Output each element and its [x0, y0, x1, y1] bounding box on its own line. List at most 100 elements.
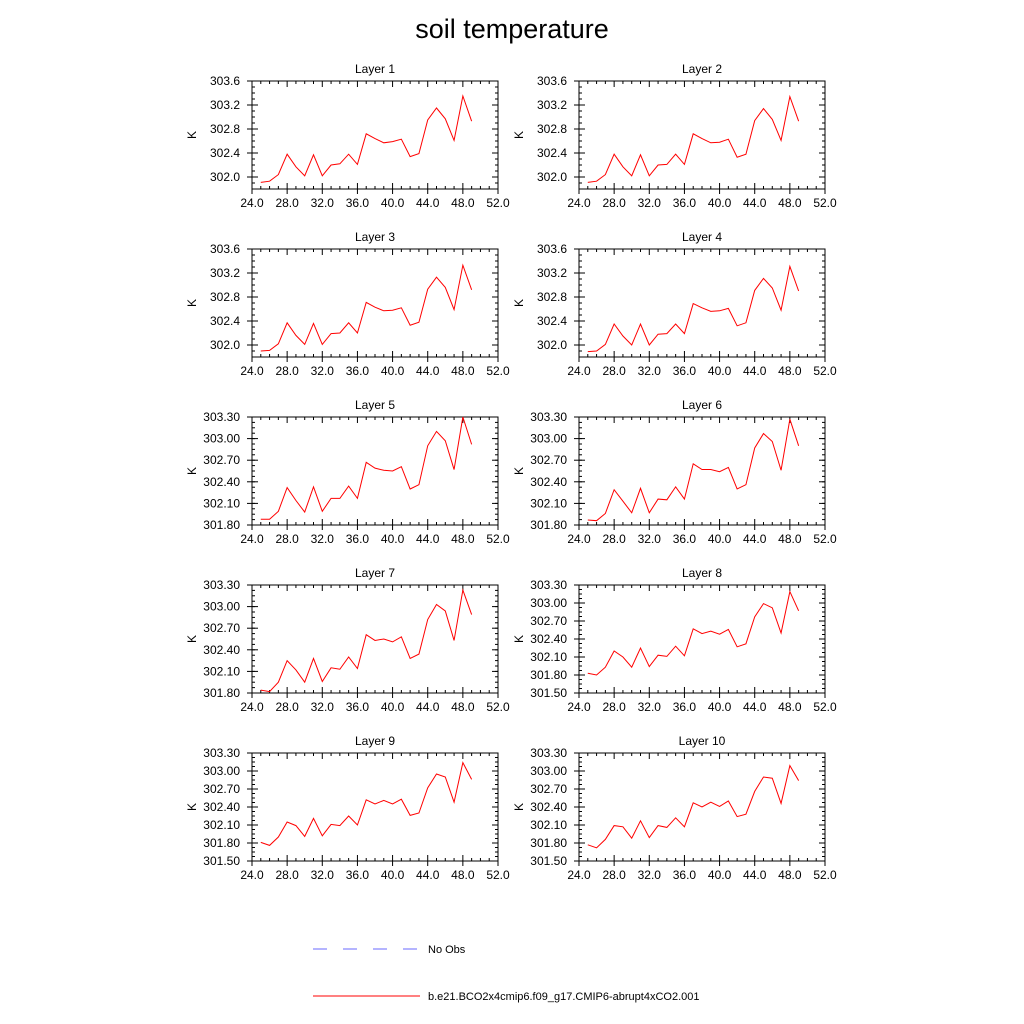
- x-tick-label: 36.0: [346, 196, 370, 210]
- y-tick-label: 302.40: [203, 643, 240, 657]
- x-tick-label: 40.0: [381, 700, 405, 714]
- x-tick-label: 44.0: [743, 700, 767, 714]
- y-tick-label: 302.70: [530, 782, 567, 796]
- x-tick-label: 24.0: [240, 196, 264, 210]
- x-tick-label: 40.0: [708, 532, 732, 546]
- x-tick-label: 48.0: [778, 364, 802, 378]
- x-tick-label: 36.0: [673, 532, 697, 546]
- x-tick-label: 48.0: [451, 868, 475, 882]
- panel-title: Layer 7: [355, 566, 395, 580]
- x-tick-label: 52.0: [486, 364, 510, 378]
- y-tick-label: 302.10: [203, 664, 240, 678]
- x-tick-label: 44.0: [416, 364, 440, 378]
- x-tick-label: 28.0: [275, 196, 299, 210]
- y-tick-label: 302.70: [203, 453, 240, 467]
- x-tick-label: 48.0: [778, 700, 802, 714]
- x-tick-label: 24.0: [240, 868, 264, 882]
- x-tick-label: 28.0: [275, 364, 299, 378]
- y-tick-label: 302.10: [203, 496, 240, 510]
- y-axis-label: K: [512, 299, 526, 307]
- x-tick-label: 36.0: [346, 868, 370, 882]
- y-axis-label: K: [512, 467, 526, 475]
- plot-frame: [251, 80, 499, 190]
- x-tick-label: 44.0: [743, 196, 767, 210]
- y-tick-label: 302.70: [203, 782, 240, 796]
- x-tick-label: 32.0: [311, 196, 335, 210]
- x-tick-label: 32.0: [638, 868, 662, 882]
- plot-frame: [578, 248, 826, 358]
- y-tick-label: 303.30: [530, 410, 567, 424]
- y-tick-label: 303.6: [210, 74, 240, 88]
- x-tick-label: 40.0: [381, 364, 405, 378]
- y-tick-label: 301.80: [203, 686, 240, 700]
- x-tick-label: 52.0: [486, 196, 510, 210]
- y-tick-label: 303.00: [203, 432, 240, 446]
- x-tick-label: 40.0: [708, 868, 732, 882]
- x-tick-label: 24.0: [240, 364, 264, 378]
- x-tick-label: 36.0: [673, 700, 697, 714]
- x-tick-label: 48.0: [778, 532, 802, 546]
- series-line: [587, 94, 800, 183]
- panel-title: Layer 2: [682, 62, 722, 76]
- panel-layer-8: 24.0 28.0 32.0 36.0 40.0 44.0 48.0 52.0 301.50 30…: [512, 566, 837, 714]
- x-tick-label: 52.0: [813, 532, 837, 546]
- x-tick-label: 36.0: [346, 700, 370, 714]
- y-tick-label: 303.30: [203, 410, 240, 424]
- plot-frame: [251, 248, 499, 358]
- x-tick-label: 48.0: [451, 196, 475, 210]
- y-tick-label: 303.00: [530, 596, 567, 610]
- panel-title: Layer 8: [682, 566, 722, 580]
- y-axis-label: K: [185, 803, 199, 811]
- x-tick-label: 36.0: [673, 868, 697, 882]
- series-line: [260, 588, 473, 693]
- panel-title: Layer 10: [679, 734, 726, 748]
- x-tick-label: 52.0: [486, 868, 510, 882]
- y-tick-label: 301.50: [530, 854, 567, 868]
- x-tick-label: 44.0: [416, 868, 440, 882]
- y-tick-label: 302.0: [537, 338, 567, 352]
- x-tick-label: 24.0: [567, 868, 591, 882]
- x-tick-label: 52.0: [813, 196, 837, 210]
- y-tick-label: 302.10: [530, 496, 567, 510]
- y-tick-label: 302.0: [210, 170, 240, 184]
- x-tick-label: 44.0: [416, 700, 440, 714]
- y-tick-label: 303.2: [210, 98, 240, 112]
- x-tick-label: 40.0: [381, 868, 405, 882]
- series-line: [587, 764, 800, 849]
- x-tick-label: 28.0: [275, 868, 299, 882]
- panel-title: Layer 5: [355, 398, 395, 412]
- y-tick-label: 302.70: [203, 621, 240, 635]
- y-tick-label: 301.50: [530, 686, 567, 700]
- x-tick-label: 52.0: [813, 364, 837, 378]
- y-tick-label: 302.8: [537, 122, 567, 136]
- y-tick-label: 302.4: [537, 314, 567, 328]
- y-tick-label: 301.80: [203, 518, 240, 532]
- plot-frame: [578, 416, 826, 526]
- x-tick-label: 28.0: [602, 700, 626, 714]
- y-tick-label: 303.30: [203, 746, 240, 760]
- x-tick-label: 24.0: [240, 532, 264, 546]
- x-tick-label: 32.0: [638, 532, 662, 546]
- y-tick-label: 303.00: [203, 600, 240, 614]
- panel-title: Layer 1: [355, 62, 395, 76]
- x-tick-label: 28.0: [602, 364, 626, 378]
- y-tick-label: 302.70: [530, 453, 567, 467]
- panel-layer-4: 24.0 28.0 32.0 36.0 40.0 44.0 48.0 52.0 302.0 302…: [512, 230, 837, 378]
- x-tick-label: 28.0: [602, 868, 626, 882]
- y-tick-label: 303.00: [530, 432, 567, 446]
- x-tick-label: 40.0: [381, 196, 405, 210]
- y-tick-label: 303.30: [530, 746, 567, 760]
- x-tick-label: 24.0: [567, 700, 591, 714]
- panel-layer-6: 24.0 28.0 32.0 36.0 40.0 44.0 48.0 52.0 301.80 30…: [512, 398, 837, 546]
- series-line: [260, 94, 473, 183]
- plot-frame: [578, 80, 826, 190]
- x-tick-label: 36.0: [673, 196, 697, 210]
- y-tick-label: 302.4: [210, 146, 240, 160]
- panel-layer-5: 24.0 28.0 32.0 36.0 40.0 44.0 48.0 52.0 301.80 30…: [185, 398, 510, 546]
- x-tick-label: 44.0: [416, 196, 440, 210]
- x-tick-label: 48.0: [451, 700, 475, 714]
- y-tick-label: 302.8: [210, 122, 240, 136]
- y-tick-label: 301.80: [203, 836, 240, 850]
- panel-title: Layer 9: [355, 734, 395, 748]
